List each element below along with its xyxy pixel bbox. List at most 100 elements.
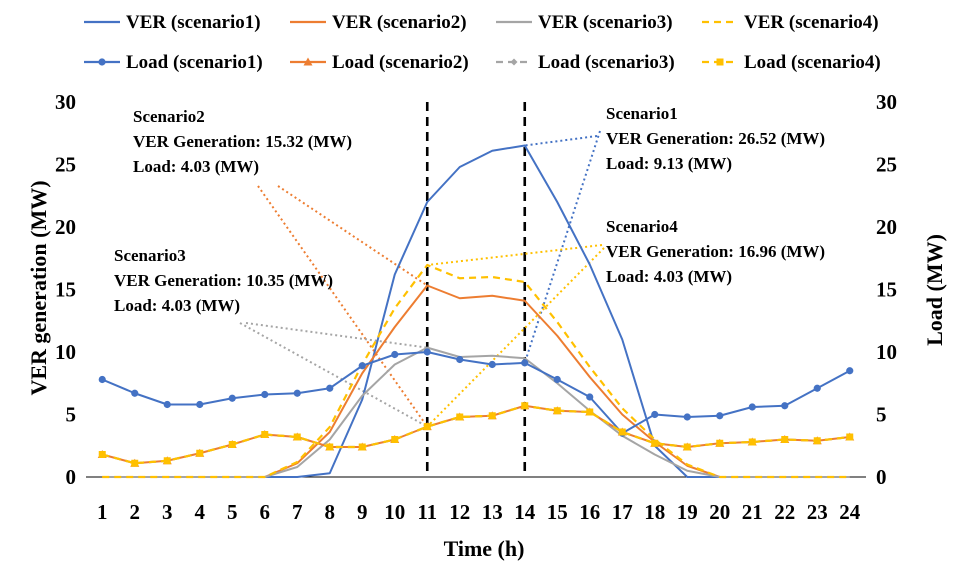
y2-tick-label: 15 <box>876 278 897 302</box>
data-point <box>488 360 496 369</box>
y2-tick-label: 10 <box>876 340 897 364</box>
data-point <box>521 402 529 410</box>
data-point <box>98 375 106 384</box>
data-point <box>586 408 594 416</box>
data-point <box>456 413 464 421</box>
data-point <box>358 362 366 370</box>
x-tick-label: 3 <box>162 500 173 524</box>
legend-label: Load (scenario3) <box>538 52 675 73</box>
legend-label: Load (scenario2) <box>332 52 469 73</box>
data-point <box>326 384 334 392</box>
legend-marker <box>98 58 106 66</box>
legend-label: VER (scenario1) <box>126 12 261 33</box>
leader-line <box>427 244 603 266</box>
y-tick-label: 15 <box>55 278 76 302</box>
data-point <box>748 438 756 446</box>
annotation-leader-lines <box>239 130 605 428</box>
leader-line <box>245 322 428 349</box>
series-line <box>101 404 850 465</box>
x-tick-label: 6 <box>260 500 271 524</box>
vertical-markers <box>425 102 527 477</box>
legend-marker <box>716 58 724 66</box>
legend-marker <box>303 57 313 66</box>
x-tick-label: 14 <box>514 500 536 524</box>
annotation-line: VER Generation: 10.35 (MW) <box>114 271 333 290</box>
x-tick-label: 9 <box>357 500 368 524</box>
x-tick-label: 5 <box>227 500 238 524</box>
data-point <box>586 393 594 401</box>
x-tick-label: 19 <box>677 500 698 524</box>
x-tick-label: 12 <box>449 500 470 524</box>
annotation-line: VER Generation: 16.96 (MW) <box>606 242 825 261</box>
x-tick-label: 1 <box>97 500 108 524</box>
y-tick-label: 10 <box>55 340 76 364</box>
x-tick-label: 16 <box>579 500 600 524</box>
x-tick-label: 17 <box>612 500 633 524</box>
data-point <box>651 439 659 447</box>
data-point <box>196 400 204 409</box>
data-point <box>846 433 854 441</box>
data-point <box>131 459 139 467</box>
data-point <box>293 389 301 397</box>
data-point <box>716 412 724 420</box>
annotation-scenario3: Scenario3 VER Generation: 10.35 (MW) Load:… <box>114 246 333 315</box>
series-line <box>102 346 850 478</box>
data-point <box>618 428 626 436</box>
leader-line <box>426 247 605 428</box>
annotation-scenario4: Scenario4 VER Generation: 16.96 (MW) Load:… <box>606 217 825 286</box>
y-tick-label: 30 <box>55 90 76 114</box>
y-tick-label: 20 <box>55 215 76 239</box>
data-point <box>261 390 269 399</box>
leader-line <box>524 135 598 147</box>
annotation-line: Load: 4.03 (MW) <box>606 267 732 286</box>
data-point <box>748 403 756 411</box>
legend-label: VER (scenario2) <box>332 12 467 33</box>
y2-tick-label: 5 <box>876 403 887 427</box>
annotation-scenario2: Scenario2 VER Generation: 15.32 (MW) Load:… <box>133 107 352 176</box>
legend-label: VER (scenario4) <box>744 12 879 33</box>
data-point <box>423 348 431 356</box>
data-point <box>651 410 659 419</box>
y2-tick-label: 30 <box>876 90 897 114</box>
data-point <box>293 433 301 441</box>
leader-line <box>239 322 428 428</box>
y2-tick-label: 0 <box>876 465 887 489</box>
x-tick-label: 11 <box>417 500 437 524</box>
x-tick-label: 10 <box>384 500 405 524</box>
annotation-title: Scenario4 <box>606 217 678 236</box>
data-point <box>358 443 366 451</box>
data-point <box>228 394 236 402</box>
data-point <box>196 449 204 457</box>
x-tick-label: 20 <box>709 500 730 524</box>
x-tick-label: 4 <box>195 500 206 524</box>
data-point <box>163 457 171 465</box>
leader-line <box>257 185 429 428</box>
series-line <box>101 351 851 435</box>
data-point <box>228 441 236 448</box>
annotation-title: Scenario3 <box>114 246 186 265</box>
data-point <box>521 359 529 367</box>
x-tick-label: 8 <box>325 500 336 524</box>
data-point <box>846 367 854 375</box>
y2-tick-label: 25 <box>876 153 897 177</box>
legend-marker <box>510 58 518 66</box>
x-tick-label: 24 <box>839 500 861 524</box>
series-layer <box>97 144 855 479</box>
annotation-line: Load: 9.13 (MW) <box>606 154 732 173</box>
data-point <box>326 443 334 451</box>
data-point <box>683 443 691 451</box>
x-tick-label: 2 <box>130 500 141 524</box>
x-tick-label: 22 <box>774 500 795 524</box>
x-axis-title: Time (h) <box>444 536 525 561</box>
data-point <box>391 350 399 359</box>
series-line <box>101 404 850 465</box>
data-point <box>423 423 431 431</box>
data-point <box>813 437 821 445</box>
legend: VER (scenario1) VER (scenario2) VER (scena… <box>84 12 881 73</box>
data-point <box>781 436 789 443</box>
data-point <box>813 384 821 392</box>
x-tick-label: 18 <box>644 500 665 524</box>
